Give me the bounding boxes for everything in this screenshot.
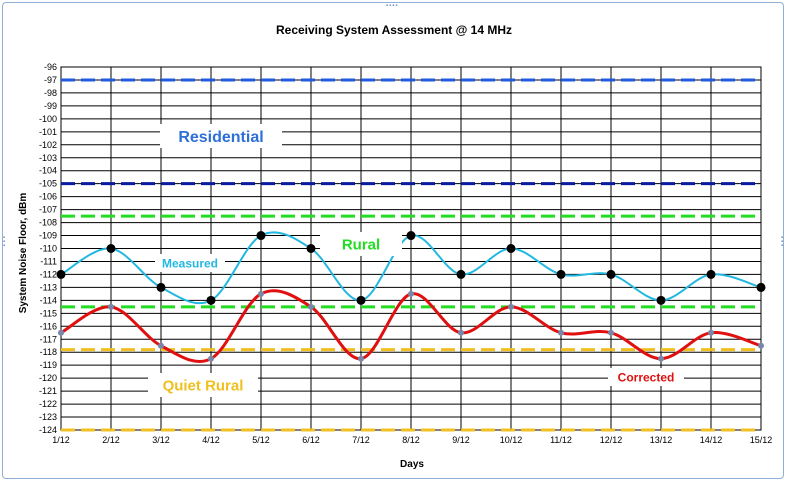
series-point-corrected (158, 342, 164, 349)
series-line-measured (60, 231, 762, 305)
x-tick-label: 13/12 (650, 435, 673, 445)
y-tick-label: -121 (39, 386, 57, 396)
series-point-measured (406, 231, 416, 241)
annotation-backdrop (160, 124, 282, 148)
series-point-measured (256, 231, 266, 241)
x-tick-label: 2/12 (102, 435, 120, 445)
y-tick-label: -110 (40, 244, 57, 254)
x-tick-label: 6/12 (302, 435, 320, 445)
y-tick-label: -104 (39, 166, 57, 176)
series-line-corrected (60, 289, 762, 364)
annotation-backdrop (320, 232, 402, 256)
y-tick-label: -99 (44, 101, 57, 111)
resize-grip-left-icon[interactable]: ▪ ▪ ▪ (3, 235, 6, 249)
annotation-label: Residential (178, 129, 263, 146)
annotation-label: Measured (162, 256, 218, 270)
y-tick-label: -109 (39, 231, 57, 241)
series-point-measured (656, 295, 666, 305)
y-tick-label: -117 (40, 334, 57, 344)
y-tick-label: -113 (40, 282, 57, 292)
resize-grip-right-icon[interactable]: ▪ ▪ ▪ (781, 235, 784, 249)
series-point-corrected (758, 342, 764, 349)
series-point-corrected (58, 329, 64, 336)
reference-lines (61, 78, 761, 432)
annotation-backdrop (155, 254, 225, 272)
x-tick-label: 3/12 (152, 435, 170, 445)
x-tick-label: 12/12 (600, 435, 623, 445)
y-tick-label: -103 (39, 153, 57, 163)
annotation-backdrop (608, 368, 684, 386)
y-tick-label: -105 (39, 179, 57, 189)
x-tick-label: 11/12 (550, 435, 572, 445)
series-point-corrected (608, 329, 614, 336)
series-point-corrected (108, 303, 114, 310)
annotation-label: Quiet Rural (163, 377, 244, 394)
y-tick-label: -111 (40, 256, 57, 266)
y-tick-label: -108 (39, 218, 57, 228)
series-point-measured (606, 269, 616, 279)
x-tick-label: 15/12 (750, 435, 773, 445)
series-point-corrected (658, 355, 664, 362)
y-tick-label: -115 (40, 308, 57, 318)
y-tick-label: -106 (39, 192, 57, 202)
y-tick-label: -124 (39, 425, 57, 435)
series-point-measured (206, 295, 216, 305)
series-point-measured (756, 282, 766, 292)
x-tick-label: 4/12 (202, 435, 220, 445)
y-tick-label: -118 (40, 347, 57, 357)
series-lines (56, 231, 766, 364)
series-point-measured (306, 244, 316, 253)
series-point-measured (106, 244, 116, 253)
x-tick-label: 7/12 (352, 435, 370, 445)
tick-labels: -96 -97 -98 -99 -100 -101 -102 -103 -104 -105 -106… (39, 62, 772, 445)
x-axis-label: Days (400, 459, 424, 470)
y-tick-label: -102 (39, 140, 57, 150)
series-point-corrected (458, 329, 464, 336)
y-tick-label: -97 (44, 75, 57, 85)
annotation-backdrop (148, 373, 258, 397)
series-point-corrected (258, 290, 264, 297)
x-tick-label: 14/12 (700, 435, 723, 445)
series-point-measured (556, 269, 566, 279)
x-tick-label: 5/12 (252, 435, 270, 445)
y-tick-label: -100 (39, 114, 57, 124)
y-tick-label: -122 (39, 399, 57, 409)
x-tick-label: 10/12 (500, 435, 523, 445)
series-point-corrected (558, 329, 564, 336)
series-point-corrected (708, 329, 714, 336)
y-tick-label: -107 (39, 205, 57, 215)
y-tick-label: -112 (40, 269, 57, 279)
annotation-label: Corrected (618, 370, 675, 384)
y-tick-label: -96 (44, 62, 57, 72)
annotations: Residential Rural Quiet Rural Measured Corre… (148, 124, 684, 397)
series-point-measured (56, 269, 66, 279)
x-tick-label: 9/12 (452, 435, 470, 445)
series-point-corrected (208, 355, 214, 362)
x-tick-label: 1/12 (52, 435, 70, 445)
y-axis-label: System Noise Floor, dBm (18, 193, 29, 314)
y-tick-label: -101 (39, 127, 57, 137)
series-point-measured (356, 295, 366, 305)
y-tick-label: -116 (40, 321, 57, 331)
series-point-corrected (308, 303, 314, 310)
x-tick-label: 8/12 (402, 435, 420, 445)
series-point-measured (156, 282, 166, 292)
series-point-corrected (408, 290, 414, 297)
resize-grip-top-icon[interactable]: ▪▪▪▪ (386, 3, 399, 9)
series-point-measured (706, 269, 716, 279)
series-point-measured (456, 269, 466, 279)
series-point-corrected (358, 355, 364, 362)
y-tick-label: -123 (39, 412, 57, 422)
y-tick-label: -114 (40, 295, 57, 305)
y-tick-label: -98 (44, 88, 57, 98)
series-point-corrected (508, 303, 514, 310)
series-point-measured (506, 244, 516, 253)
chart-title: Receiving System Assessment @ 14 MHz (276, 23, 512, 37)
annotation-label: Rural (342, 236, 380, 253)
y-tick-label: -119 (40, 360, 57, 370)
y-tick-label: -120 (39, 373, 57, 383)
